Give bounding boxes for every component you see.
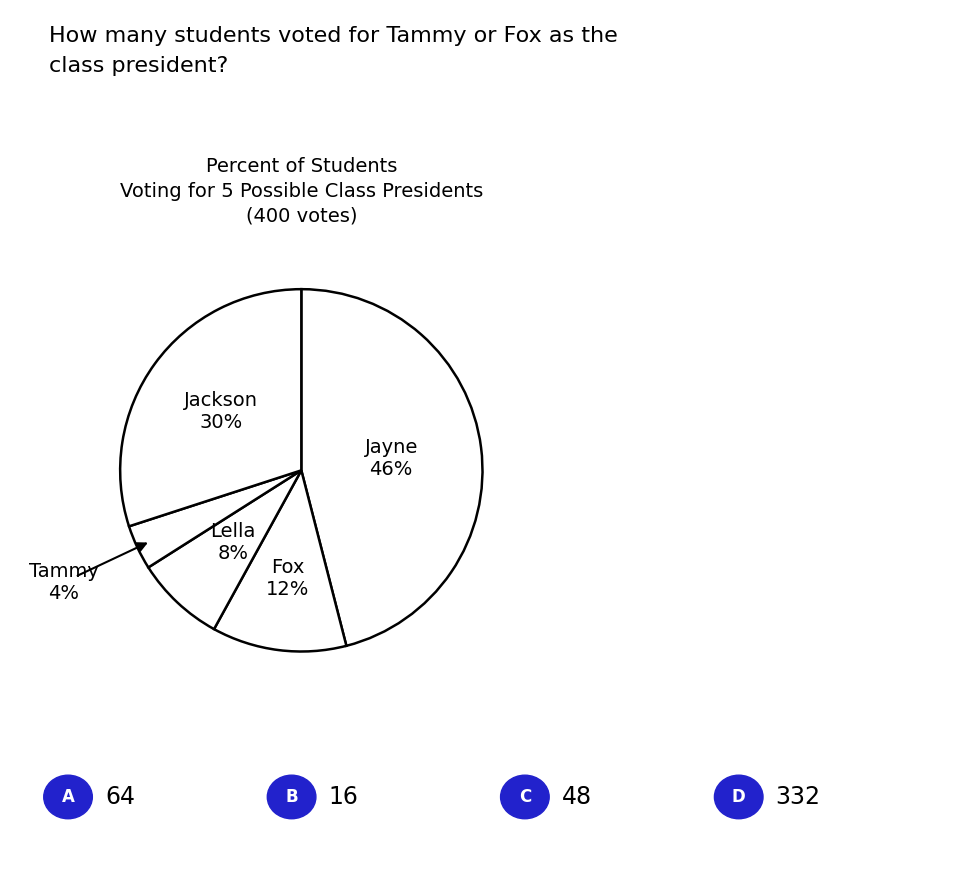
Text: Jayne
46%: Jayne 46% [364, 438, 418, 480]
Text: How many students voted for Tammy or Fox as the
class president?: How many students voted for Tammy or Fox… [49, 26, 617, 76]
Text: Tammy
4%: Tammy 4% [29, 562, 98, 603]
Text: 64: 64 [105, 785, 135, 809]
Wedge shape [129, 470, 301, 567]
Text: Jackson
30%: Jackson 30% [184, 391, 258, 432]
Text: C: C [519, 788, 531, 806]
Wedge shape [301, 289, 482, 645]
Text: Percent of Students
Voting for 5 Possible Class Presidents
(400 votes): Percent of Students Voting for 5 Possibl… [120, 157, 483, 226]
Text: 16: 16 [329, 785, 359, 809]
Wedge shape [214, 470, 346, 652]
Wedge shape [149, 470, 301, 629]
Text: 332: 332 [776, 785, 820, 809]
Text: Fox
12%: Fox 12% [266, 557, 309, 598]
Text: A: A [61, 788, 75, 806]
Text: D: D [732, 788, 746, 806]
Wedge shape [121, 289, 301, 526]
Text: B: B [286, 788, 297, 806]
Text: Lella
8%: Lella 8% [210, 523, 256, 564]
Text: 48: 48 [562, 785, 592, 809]
